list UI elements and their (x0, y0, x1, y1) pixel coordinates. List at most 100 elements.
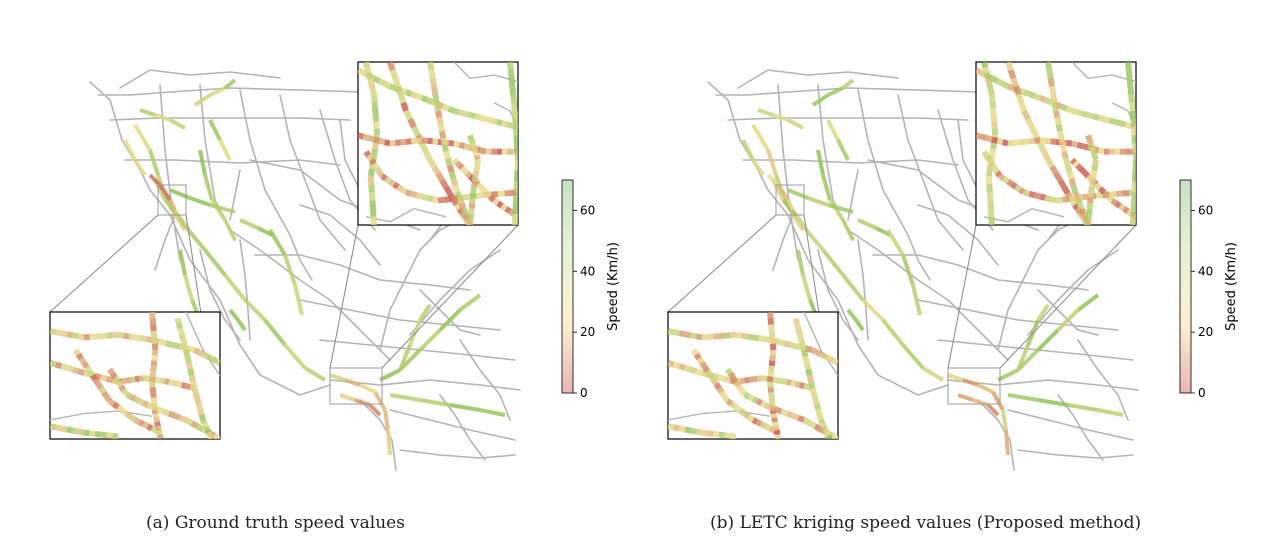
inset-speed-segment (725, 398, 734, 407)
inset-speed-segment (986, 192, 994, 201)
inset-speed-segment (197, 408, 205, 416)
inset-speed-segment (1076, 202, 1085, 210)
inset-speed-segment (109, 371, 118, 380)
inset-speed-segment (1110, 198, 1118, 206)
speed-segment (962, 378, 979, 387)
inset-speed-segment (84, 365, 93, 373)
speed-segment (786, 199, 795, 211)
inset-speed-segment (437, 123, 445, 132)
inset-speed-segment (436, 117, 444, 126)
inset-speed-segment (184, 417, 194, 426)
speed-segment (881, 318, 905, 347)
inset-speed-segment (421, 193, 429, 201)
inset-speed-segment (1076, 109, 1084, 117)
inset-speed-segment (767, 312, 774, 319)
inset-speed-segment (751, 417, 759, 425)
inset-speed-segment (388, 83, 397, 92)
inset-speed-segment (991, 128, 999, 136)
inset-speed-segment (769, 349, 777, 356)
inset-speed-segment (1097, 114, 1105, 122)
inset-speed-segment (1061, 150, 1069, 160)
road-line (109, 117, 351, 121)
road-line (917, 299, 1119, 331)
inset-speed-segment (145, 336, 153, 343)
inset-speed-segment (1129, 110, 1136, 120)
inset-speed-segment (371, 101, 379, 109)
inset-speed-segment (432, 138, 439, 145)
inset-speed-segment (358, 132, 365, 140)
inset-speed-segment (794, 381, 801, 388)
inset-speed-segment (992, 166, 1000, 174)
inset-speed-segment (367, 77, 375, 85)
inset-speed-segment (1075, 163, 1083, 171)
inset-speed-segment (174, 317, 182, 325)
inset-speed-segment (191, 387, 199, 395)
inset-speed-segment (454, 160, 462, 168)
speed-segment (997, 368, 1019, 382)
inset-speed-segment (1057, 178, 1067, 189)
inset-speed-segment (420, 95, 429, 103)
speed-segment (781, 198, 798, 217)
inset-speed-segment (1118, 203, 1126, 212)
inset-speed-segment (989, 162, 998, 170)
inset-speed-segment (813, 423, 823, 433)
inset-speed-segment (150, 330, 158, 338)
inset-speed-segment (736, 384, 745, 392)
inset-speed-segment (149, 318, 157, 325)
colorbar-tick-label: 60 (580, 203, 595, 217)
inset-speed-segment (1101, 190, 1111, 199)
inset-speed-segment (452, 184, 461, 194)
speed-segment (169, 118, 186, 130)
inset-speed-segment (200, 418, 208, 425)
speed-segment (188, 230, 207, 252)
inset-speed-segment (363, 62, 371, 69)
inset-speed-segment (1006, 179, 1014, 187)
inset-speed-segment (75, 352, 84, 361)
inset-speed-segment (767, 386, 775, 393)
inset-speed-segment (1091, 164, 1099, 172)
inset-speed-segment (450, 178, 459, 187)
inset-speed-segment (435, 171, 445, 182)
inset-speed-segment (133, 417, 141, 425)
inset-speed-segment (448, 171, 457, 180)
speed-segment (329, 373, 346, 382)
speed-segment (218, 139, 232, 161)
inset-speed-segment (1089, 146, 1097, 153)
inset-speed-segment (441, 144, 449, 153)
speed-segment (236, 318, 247, 332)
inset-speed-segment (1044, 97, 1052, 105)
inset-speed-segment (55, 424, 62, 432)
inset-bottom-zoom (667, 311, 839, 440)
speed-segment (389, 393, 421, 402)
inset-speed-segment (490, 117, 498, 125)
inset-speed-segment (167, 410, 176, 419)
inset-speed-segment (150, 360, 158, 367)
inset-speed-segment (130, 376, 136, 383)
inset-speed-segment (508, 78, 516, 87)
inset-speed-segment (179, 415, 188, 423)
inset-speed-segment (805, 368, 813, 377)
inset-speed-segment (73, 348, 81, 357)
inset-speed-segment (368, 184, 375, 193)
inset-speed-segment (173, 412, 182, 421)
inset-speed-segment (364, 66, 372, 74)
inset-speed-segment (387, 62, 396, 72)
inset-speed-segment (367, 135, 375, 143)
inset-speed-segment (811, 347, 819, 355)
road-line (299, 204, 381, 266)
inset-speed-segment (1038, 95, 1047, 103)
inset-speed-segment (767, 376, 774, 383)
inset-speed-segment (137, 398, 145, 406)
inset-speed-segment (699, 361, 708, 369)
inset-speed-segment (668, 328, 675, 336)
inset-speed-segment (77, 428, 85, 436)
colorbar: 0 20 40 60 Speed (Km/h) (561, 179, 621, 400)
inset-speed-segment (472, 150, 480, 157)
colorbar-tick-label: 0 (580, 386, 588, 400)
inset-speed-segment (372, 114, 380, 123)
speed-segment (133, 158, 147, 177)
inset-speed-segment (358, 67, 365, 76)
inset-road (1071, 62, 1136, 83)
inset-speed-segment (1014, 184, 1022, 193)
inset-speed-segment (1081, 143, 1089, 151)
